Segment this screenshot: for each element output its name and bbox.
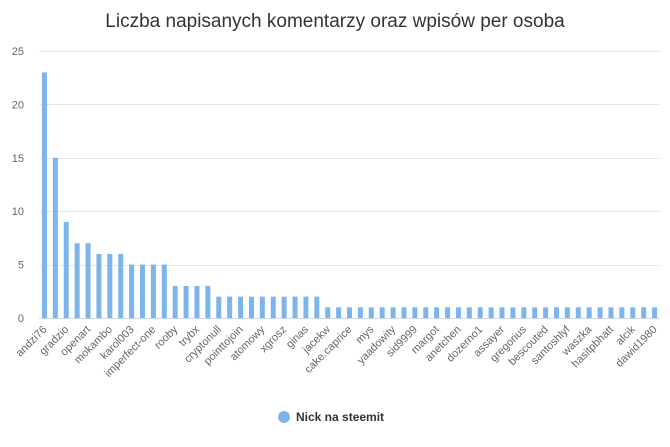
- y-tick-label: 10: [12, 206, 24, 218]
- bar[interactable]: [554, 307, 559, 318]
- bar[interactable]: [52, 157, 58, 318]
- bar[interactable]: [85, 243, 91, 318]
- bar[interactable]: [434, 307, 440, 318]
- bar[interactable]: [357, 307, 363, 318]
- bar[interactable]: [423, 307, 429, 318]
- legend-marker-icon[interactable]: [278, 411, 290, 423]
- bar[interactable]: [140, 264, 145, 318]
- bar[interactable]: [466, 307, 472, 318]
- bar[interactable]: [259, 296, 265, 318]
- bar[interactable]: [172, 285, 178, 318]
- bar[interactable]: [303, 296, 309, 318]
- bar[interactable]: [150, 264, 156, 318]
- chart-title: Liczba napisanych komentarzy oraz wpisów…: [105, 11, 565, 32]
- bar[interactable]: [499, 307, 505, 318]
- x-axis-tick-labels: andzi76gradzioopenartmokambokarol003impe…: [14, 323, 660, 380]
- bar[interactable]: [325, 307, 331, 318]
- bar[interactable]: [314, 296, 320, 318]
- bar[interactable]: [107, 253, 113, 318]
- bar[interactable]: [292, 296, 298, 318]
- bar[interactable]: [183, 285, 189, 318]
- bar[interactable]: [248, 296, 254, 318]
- bar[interactable]: [608, 307, 614, 318]
- bar[interactable]: [543, 307, 549, 318]
- bar[interactable]: [368, 307, 374, 318]
- bar[interactable]: [641, 307, 647, 318]
- bar[interactable]: [521, 307, 527, 318]
- bar[interactable]: [118, 253, 124, 318]
- bar[interactable]: [238, 296, 244, 318]
- y-tick-label: 5: [18, 260, 24, 272]
- bar[interactable]: [270, 296, 276, 318]
- bar[interactable]: [445, 307, 451, 318]
- bar[interactable]: [205, 285, 211, 318]
- x-tick-label: rooby: [152, 323, 180, 351]
- bar[interactable]: [510, 307, 516, 318]
- bars: [41, 72, 658, 318]
- bar[interactable]: [161, 264, 167, 318]
- bar[interactable]: [564, 307, 570, 318]
- bar[interactable]: [74, 243, 80, 318]
- y-tick-label: 0: [18, 313, 24, 325]
- bar[interactable]: [488, 307, 494, 318]
- y-axis-tick-labels: 0 5 10 15 20 25: [12, 46, 24, 325]
- bar[interactable]: [619, 307, 625, 318]
- bar[interactable]: [477, 307, 483, 318]
- bar[interactable]: [412, 307, 418, 318]
- bar[interactable]: [347, 307, 352, 318]
- bar[interactable]: [652, 307, 658, 318]
- bar[interactable]: [401, 307, 407, 318]
- bar[interactable]: [586, 307, 592, 318]
- bar[interactable]: [227, 296, 233, 318]
- y-tick-label: 20: [12, 99, 24, 111]
- bar[interactable]: [281, 296, 287, 318]
- bar[interactable]: [390, 307, 396, 318]
- bar[interactable]: [96, 253, 102, 318]
- bar[interactable]: [532, 307, 538, 318]
- y-tick-label: 25: [12, 46, 24, 58]
- bar[interactable]: [129, 264, 135, 318]
- y-tick-label: 15: [12, 153, 24, 165]
- legend[interactable]: Nick na steemit: [278, 410, 384, 424]
- bar[interactable]: [63, 221, 69, 318]
- legend-label[interactable]: Nick na steemit: [296, 410, 384, 424]
- bar[interactable]: [336, 307, 342, 318]
- bar[interactable]: [455, 307, 461, 318]
- bar[interactable]: [194, 285, 200, 318]
- bar[interactable]: [379, 307, 385, 318]
- bar[interactable]: [630, 307, 636, 318]
- bar[interactable]: [575, 307, 581, 318]
- bar[interactable]: [597, 307, 603, 318]
- bar[interactable]: [41, 72, 47, 318]
- bar[interactable]: [216, 296, 222, 318]
